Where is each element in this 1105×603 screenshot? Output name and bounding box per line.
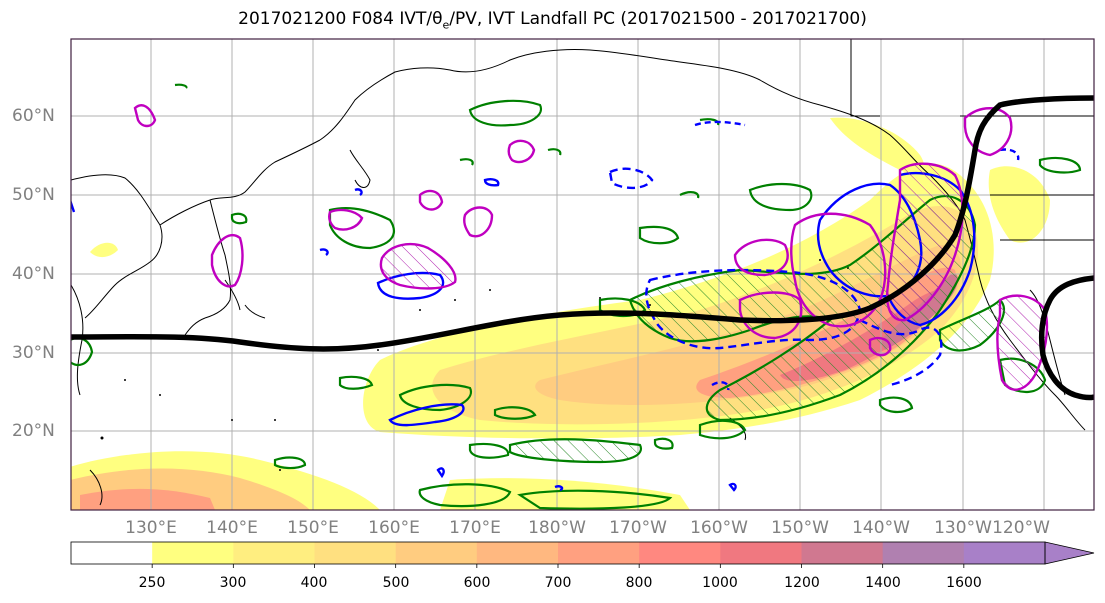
map-frame	[70, 38, 1095, 511]
colorbar-tick-label: 600	[463, 575, 491, 591]
lon-label-180w: 180°W	[528, 518, 586, 538]
chart-title: 2017021200 F084 IVT/θe/PV, IVT Landfall …	[238, 9, 867, 32]
colorbar-cell	[558, 542, 640, 564]
lat-label-30n: 30°N	[12, 343, 55, 363]
colorbar-cell	[233, 542, 315, 564]
colorbar	[70, 541, 1095, 568]
lat-label-40n: 40°N	[12, 264, 55, 284]
lon-label-130w: 130°W	[934, 518, 992, 538]
lon-label-160e: 160°E	[368, 518, 420, 538]
colorbar-tick-label: 400	[300, 575, 328, 591]
colorbar-tick-label: 500	[382, 575, 410, 591]
colorbar-cell	[395, 542, 478, 564]
lat-label-50n: 50°N	[12, 185, 55, 205]
lon-label-140w: 140°W	[852, 518, 910, 538]
colorbar-cells	[71, 542, 1046, 568]
lon-label-160w: 160°W	[690, 518, 748, 538]
colorbar-cell	[71, 542, 153, 564]
lon-label-130e: 130°E	[125, 518, 177, 538]
lon-label-170w: 170°W	[609, 518, 667, 538]
colorbar-cell	[882, 542, 965, 564]
lon-label-150e: 150°E	[287, 518, 339, 538]
map-content	[71, 39, 1094, 510]
colorbar-tick-label: 1600	[946, 575, 982, 591]
magenta-contours	[133, 104, 1049, 391]
colorbar-tick-label: 800	[625, 575, 653, 591]
colorbar-tick-label: 1200	[784, 575, 820, 591]
lon-label-120w: 120°W	[992, 518, 1050, 538]
colorbar-tick-label: 1000	[702, 575, 738, 591]
lon-label-140e: 140°E	[206, 518, 258, 538]
colorbar-tick-label: 250	[138, 575, 166, 591]
colorbar-tick-label: 700	[544, 575, 572, 591]
lat-label-20n: 20°N	[12, 421, 55, 441]
colorbar-cell	[152, 542, 234, 564]
lon-label-170e: 170°E	[449, 518, 501, 538]
colorbar-extend-arrow	[1044, 541, 1095, 565]
colorbar-cell	[639, 542, 721, 564]
colorbar-frame	[70, 541, 1046, 565]
colorbar-cell	[314, 542, 397, 564]
lat-label-60n: 60°N	[12, 106, 55, 126]
landfall-pc-line	[71, 95, 1094, 401]
colorbar-cell	[720, 542, 802, 564]
lon-label-150w: 150°W	[771, 518, 829, 538]
colorbar-cell	[963, 542, 1046, 564]
colorbar-cell	[476, 542, 559, 564]
colorbar-cell	[801, 542, 884, 564]
colorbar-tick-label: 1400	[865, 575, 901, 591]
colorbar-tick-label: 300	[219, 575, 247, 591]
